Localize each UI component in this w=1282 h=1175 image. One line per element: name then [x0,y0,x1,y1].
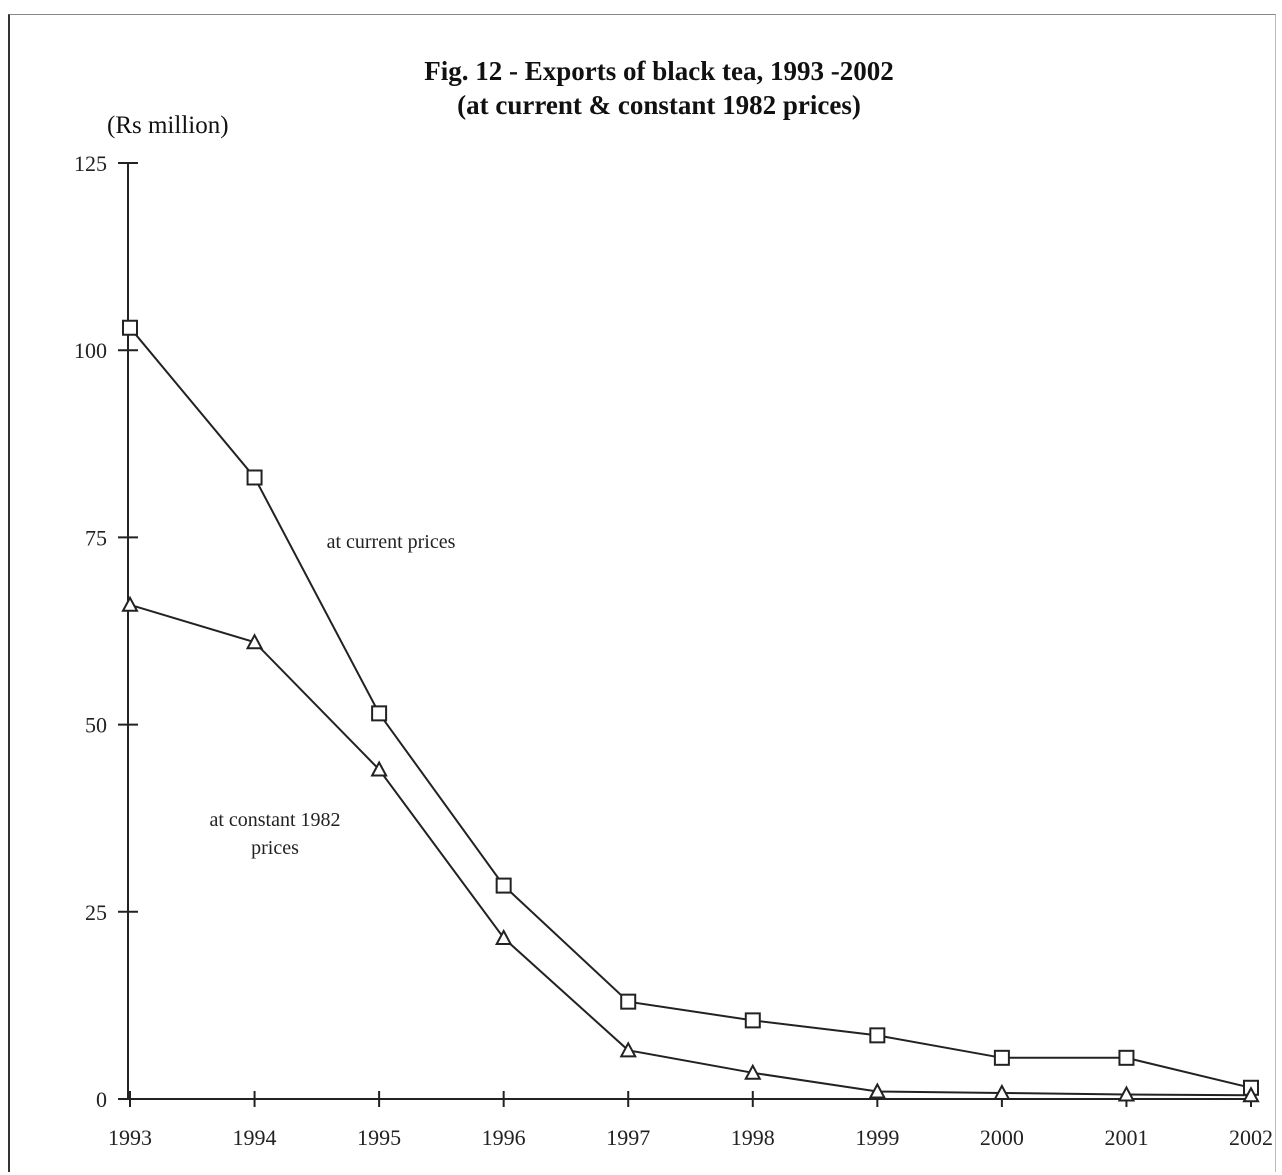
y-tick-label: 125 [74,151,107,176]
y-tick-label: 25 [85,900,107,925]
data-point-triangle [121,595,139,612]
series-line-triangle [129,603,1252,1097]
y-tick-label: 75 [85,525,107,550]
x-tick-label: 1997 [606,1125,650,1150]
data-point-square [744,1012,761,1029]
y-tick-label: 0 [96,1087,107,1112]
data-point-square [993,1049,1010,1066]
data-point-triangle [868,1082,887,1099]
data-point-square [1118,1049,1135,1066]
chart-frame [8,14,1276,1172]
x-tick-label: 1994 [233,1125,277,1150]
y-tick-label: 50 [85,713,107,738]
data-point-triangle [993,1083,1011,1101]
data-point-square [371,705,388,722]
series-line-square [129,327,1252,1089]
data-point-square [122,319,138,336]
x-axis-ticks: 1993 1994 1995 1996 1997 1998 1999 2000 2001 2002 [108,1091,1273,1150]
data-point-triangle [494,928,513,946]
data-point-triangle [245,633,264,650]
chart-subtitle: (at current & constant 1982 prices) [457,90,861,120]
data-point-triangle [1117,1085,1136,1102]
x-tick-label: 1993 [108,1125,152,1150]
data-point-triangle [744,1063,762,1080]
chart-title: Fig. 12 - Exports of black tea, 1993 -20… [424,56,893,86]
data-point-square [495,877,512,894]
annotation-current-prices: at current prices [327,531,456,553]
annotation-constant-prices-line1: at constant 1982 [209,809,340,831]
y-axis-unit-label: (Rs million) [107,112,229,139]
data-point-triangle [1242,1086,1260,1103]
x-tick-label: 2002 [1229,1125,1273,1150]
x-tick-label: 1998 [731,1125,775,1150]
annotation-constant-prices-line2: prices [251,837,299,859]
x-tick-label: 2001 [1104,1125,1148,1150]
x-tick-label: 1999 [855,1125,899,1150]
data-point-triangle [619,1041,637,1058]
series-group [121,319,1260,1103]
x-tick-label: 1996 [482,1125,526,1150]
data-point-square [246,469,263,486]
x-tick-label: 2000 [980,1125,1024,1150]
y-tick-label: 100 [74,338,107,363]
data-point-square [869,1027,886,1044]
x-tick-label: 1995 [357,1125,401,1150]
y-axis-ticks: 0 25 50 75 100 125 [74,151,138,1112]
data-point-triangle [370,760,388,777]
data-point-square [620,993,637,1010]
